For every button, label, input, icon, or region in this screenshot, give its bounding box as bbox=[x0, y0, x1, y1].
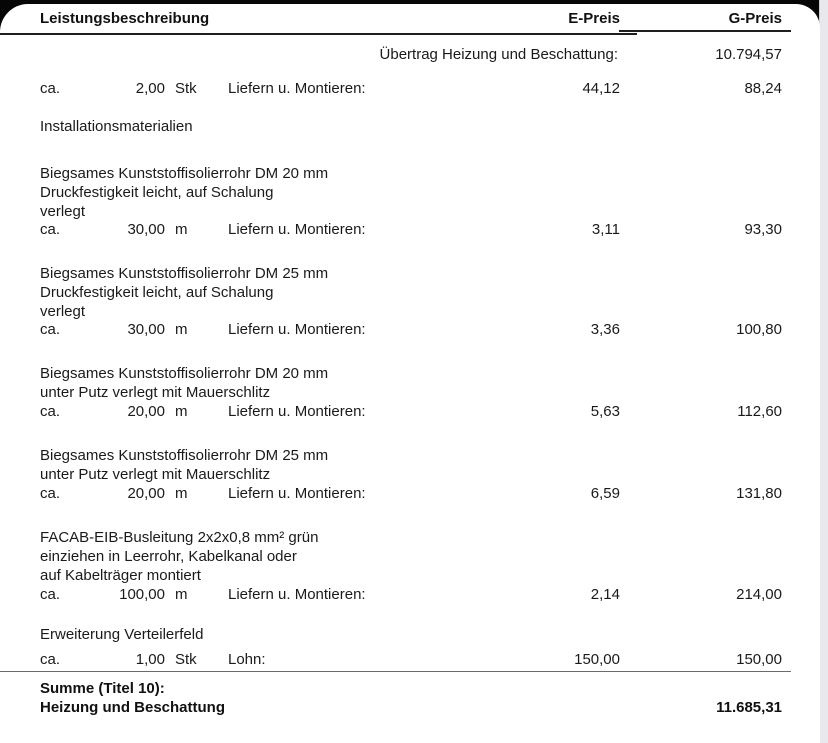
item-quantity: 1,00 bbox=[135, 651, 165, 668]
item-ca-label: ca. bbox=[40, 586, 61, 603]
item-g-price: 88,24 bbox=[744, 80, 782, 97]
carryover-value: 10.794,57 bbox=[715, 46, 782, 63]
item-action: Liefern u. Montieren: bbox=[228, 321, 366, 338]
description-line: verlegt bbox=[40, 203, 86, 220]
table-header-row: Leistungsbeschreibung E-Preis G-Preis bbox=[40, 10, 782, 28]
document-page: Leistungsbeschreibung E-Preis G-Preis Üb… bbox=[0, 4, 820, 743]
item-unit: m bbox=[175, 403, 188, 420]
item-g-price: 100,80 bbox=[736, 321, 782, 338]
item-g-price: 112,60 bbox=[737, 403, 782, 420]
item-row: ca. 20,00 m Liefern u. Montieren: 6,59 1… bbox=[40, 485, 782, 503]
carryover-row: Übertrag Heizung und Beschattung: 10.794… bbox=[40, 46, 782, 64]
column-header-e-preis: E-Preis bbox=[568, 10, 620, 27]
item-e-price: 44,12 bbox=[582, 80, 620, 97]
right-edge-strip bbox=[819, 0, 828, 743]
description-line: einziehen in Leerrohr, Kabelkanal oder bbox=[40, 548, 297, 565]
item-row: ca. 20,00 m Liefern u. Montieren: 5,63 1… bbox=[40, 403, 782, 421]
sum-rule bbox=[0, 671, 791, 672]
item-description: FACAB-EIB-Busleitung 2x2x0,8 mm² grün ei… bbox=[40, 528, 600, 585]
description-line: Biegsames Kunststoffisolierrohr DM 25 mm bbox=[40, 265, 329, 282]
item-ca-label: ca. bbox=[40, 403, 61, 420]
item-row: ca. 30,00 m Liefern u. Montieren: 3,11 9… bbox=[40, 221, 782, 239]
description-line: unter Putz verlegt mit Mauerschlitz bbox=[40, 384, 271, 401]
item-unit: Stk bbox=[175, 80, 197, 97]
description-line: Biegsames Kunststoffisolierrohr DM 20 mm bbox=[40, 365, 329, 382]
item-unit: Stk bbox=[175, 651, 197, 668]
item-action: Liefern u. Montieren: bbox=[228, 485, 366, 502]
description-line: FACAB-EIB-Busleitung 2x2x0,8 mm² grün bbox=[40, 529, 319, 546]
item-description: Biegsames Kunststoffisolierrohr DM 20 mm… bbox=[40, 164, 600, 221]
item-unit: m bbox=[175, 321, 188, 338]
item-description: Biegsames Kunststoffisolierrohr DM 25 mm… bbox=[40, 446, 600, 484]
item-action: Liefern u. Montieren: bbox=[228, 221, 366, 238]
description-line: unter Putz verlegt mit Mauerschlitz bbox=[40, 466, 271, 483]
item-row: ca. 2,00 Stk Liefern u. Montieren: 44,12… bbox=[40, 80, 782, 98]
header-rule-right bbox=[619, 30, 791, 32]
item-e-price: 150,00 bbox=[574, 651, 620, 668]
item-g-price: 131,80 bbox=[736, 485, 782, 502]
item-e-price: 5,63 bbox=[590, 403, 620, 420]
column-header-g-preis: G-Preis bbox=[728, 10, 782, 27]
item-row: ca. 100,00 m Liefern u. Montieren: 2,14 … bbox=[40, 586, 782, 604]
item-ca-label: ca. bbox=[40, 651, 61, 668]
column-header-description: Leistungsbeschreibung bbox=[40, 10, 210, 27]
item-action: Liefern u. Montieren: bbox=[228, 586, 366, 603]
sum-title: Summe (Titel 10): bbox=[40, 680, 165, 697]
sum-title-block: Summe (Titel 10): Heizung und Beschattun… bbox=[40, 680, 600, 717]
carryover-label: Übertrag Heizung und Beschattung: bbox=[379, 46, 618, 63]
item-ca-label: ca. bbox=[40, 321, 61, 338]
item-ca-label: ca. bbox=[40, 221, 61, 238]
item-e-price: 2,14 bbox=[590, 586, 620, 603]
item-e-price: 3,36 bbox=[590, 321, 620, 338]
description-line: verlegt bbox=[40, 303, 86, 320]
item-unit: m bbox=[175, 485, 188, 502]
header-rule-left bbox=[0, 33, 637, 35]
item-action: Liefern u. Montieren: bbox=[228, 403, 366, 420]
item-quantity: 20,00 bbox=[127, 485, 165, 502]
item-quantity: 30,00 bbox=[127, 321, 165, 338]
item-g-price: 93,30 bbox=[744, 221, 782, 238]
item-quantity: 30,00 bbox=[127, 221, 165, 238]
item-quantity: 100,00 bbox=[119, 586, 165, 603]
item-row: ca. 1,00 Stk Lohn: 150,00 150,00 bbox=[40, 651, 782, 669]
section-heading: Installationsmaterialien bbox=[40, 118, 193, 135]
item-quantity: 20,00 bbox=[127, 403, 165, 420]
description-line: Druckfestigkeit leicht, auf Schalung bbox=[40, 184, 274, 201]
item-action: Liefern u. Montieren: bbox=[228, 80, 366, 97]
item-ca-label: ca. bbox=[40, 80, 61, 97]
item-description: Biegsames Kunststoffisolierrohr DM 25 mm… bbox=[40, 264, 600, 321]
item-row: ca. 30,00 m Liefern u. Montieren: 3,36 1… bbox=[40, 321, 782, 339]
description-line: Biegsames Kunststoffisolierrohr DM 20 mm bbox=[40, 165, 329, 182]
item-e-price: 3,11 bbox=[591, 221, 620, 238]
item-action: Lohn: bbox=[228, 651, 266, 668]
description-line: Biegsames Kunststoffisolierrohr DM 25 mm bbox=[40, 447, 329, 464]
sum-subtitle: Heizung und Beschattung bbox=[40, 698, 225, 716]
description-line: auf Kabelträger montiert bbox=[40, 567, 201, 584]
item-e-price: 6,59 bbox=[590, 485, 620, 502]
item-g-price: 150,00 bbox=[736, 651, 782, 668]
item-ca-label: ca. bbox=[40, 485, 61, 502]
item-quantity: 2,00 bbox=[135, 80, 165, 97]
item-description: Biegsames Kunststoffisolierrohr DM 20 mm… bbox=[40, 364, 600, 402]
item-unit: m bbox=[175, 221, 188, 238]
sum-total-value: 11.685,31 bbox=[716, 699, 782, 716]
description-line: Druckfestigkeit leicht, auf Schalung bbox=[40, 284, 274, 301]
item-description: Erweiterung Verteilerfeld bbox=[40, 625, 600, 644]
description-line: Erweiterung Verteilerfeld bbox=[40, 626, 204, 643]
item-unit: m bbox=[175, 586, 188, 603]
item-g-price: 214,00 bbox=[736, 586, 782, 603]
